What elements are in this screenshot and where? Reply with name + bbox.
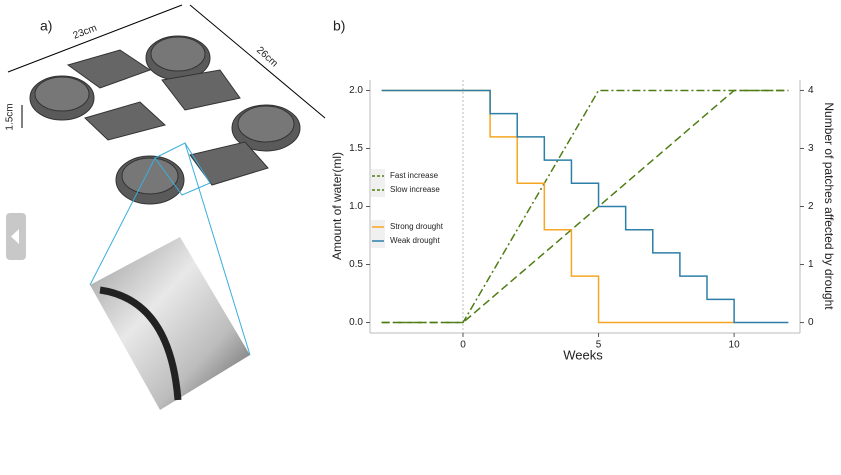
legend-label: Slow increase — [390, 185, 440, 194]
x-tick-label: 10 — [729, 340, 741, 351]
y2-tick-label: 4 — [808, 85, 814, 96]
legend-label: Fast increase — [390, 171, 439, 180]
series-line — [381, 89, 789, 324]
panel-label: b) — [333, 18, 345, 34]
device-render — [29, 35, 301, 205]
y2-tick-label: 3 — [808, 143, 814, 154]
y2-tick-label: 2 — [808, 201, 814, 212]
x-axis-label: Weeks — [563, 347, 603, 362]
nav-arrow — [11, 229, 19, 244]
x-tick-label: 5 — [596, 340, 602, 351]
series-line — [381, 89, 789, 324]
y-tick-label: 1.5 — [349, 143, 363, 154]
series-line — [381, 89, 735, 324]
y-tick-label: 1.0 — [349, 201, 363, 212]
series-line — [381, 89, 789, 324]
y-tick-label: 2.0 — [349, 85, 363, 96]
legend-label: Weak drought — [390, 236, 440, 245]
x-tick-label: 0 — [460, 340, 466, 351]
dimension-label: 1.5cm — [5, 103, 16, 130]
y-axis-label: Amount of water(ml) — [330, 152, 344, 260]
y2-axis-label: Number of patches affected by drought — [822, 102, 836, 310]
photo — [90, 237, 250, 410]
photo-detail — [99, 286, 182, 401]
y-tick-label: 0.5 — [349, 259, 363, 270]
dimension-arrows — [7, 4, 326, 128]
zoom-lines — [89, 142, 251, 356]
dimension-label: 26cm — [254, 45, 280, 70]
y-tick-label: 0.0 — [349, 317, 363, 328]
legend-label: Strong drought — [390, 222, 444, 231]
y2-tick-label: 0 — [808, 317, 814, 328]
y2-tick-label: 1 — [808, 259, 814, 270]
panel-label: a) — [40, 18, 52, 34]
